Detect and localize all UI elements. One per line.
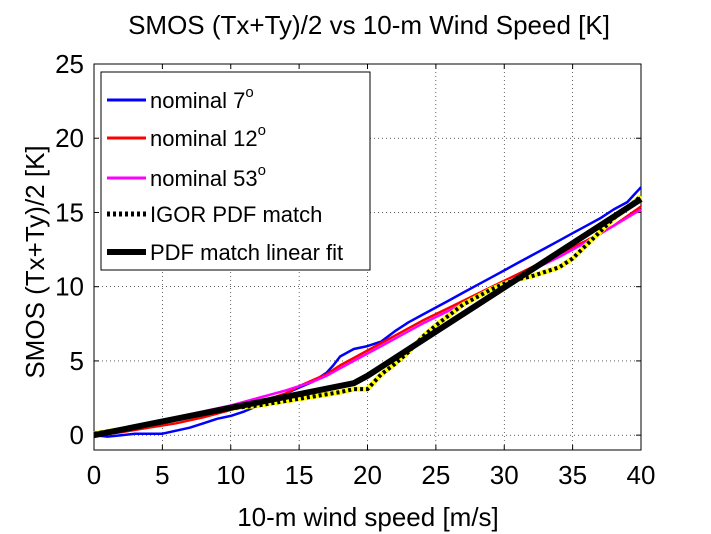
series-1-line [93,186,642,438]
series-5-path [93,196,643,439]
x-tick-label: 10 [216,460,245,490]
series-layer [93,186,643,439]
x-tick-label: 35 [558,460,587,490]
legend-label: nominal 12o [150,122,266,151]
y-axis-label: SMOS (Tx+Ty)/2 [K] [20,145,50,378]
legend-label-text: PDF match linear fit [150,240,343,265]
y-axis-ticks: 0 5 10 15 20 25 [55,49,641,450]
series-igor-dashes [93,194,643,436]
y-tick-label: 10 [55,272,84,302]
y-tick-label: 15 [55,197,84,227]
legend-degree-superscript: o [245,84,253,101]
x-axis-label: 10-m wind speed [m/s] [237,502,499,532]
y-tick-label: 5 [70,346,84,376]
y-tick-label: 25 [55,49,84,79]
legend-box [100,71,371,271]
chart-title: SMOS (Tx+Ty)/2 vs 10-m Wind Speed [K] [128,10,610,40]
x-tick-label: 5 [155,460,169,490]
series-5-line [93,196,643,439]
x-axis-ticks: 0 5 10 15 20 25 30 35 40 [87,64,656,490]
legend-label-text: nominal 12 [150,126,258,151]
y-tick-label: 20 [55,123,84,153]
x-tick-label: 15 [285,460,314,490]
x-tick-label: 30 [490,460,519,490]
x-tick-label: 25 [421,460,450,490]
x-tick-label: 0 [87,460,101,490]
y-tick-label: 0 [70,420,84,450]
legend-label: nominal 53o [150,162,266,191]
legend-label: nominal 7o [150,84,254,113]
x-tick-label: 20 [353,460,382,490]
legend-label-text: IGOR PDF match [150,202,322,227]
legend-label: IGOR PDF match [150,202,322,227]
legend-label-text: nominal 7 [150,88,245,113]
legend-degree-superscript: o [258,122,266,139]
legend-label: PDF match linear fit [150,240,343,265]
x-tick-label: 40 [627,460,656,490]
legend-degree-superscript: o [258,162,266,179]
legend-label-text: nominal 53 [150,166,258,191]
series-1-path [93,186,642,438]
